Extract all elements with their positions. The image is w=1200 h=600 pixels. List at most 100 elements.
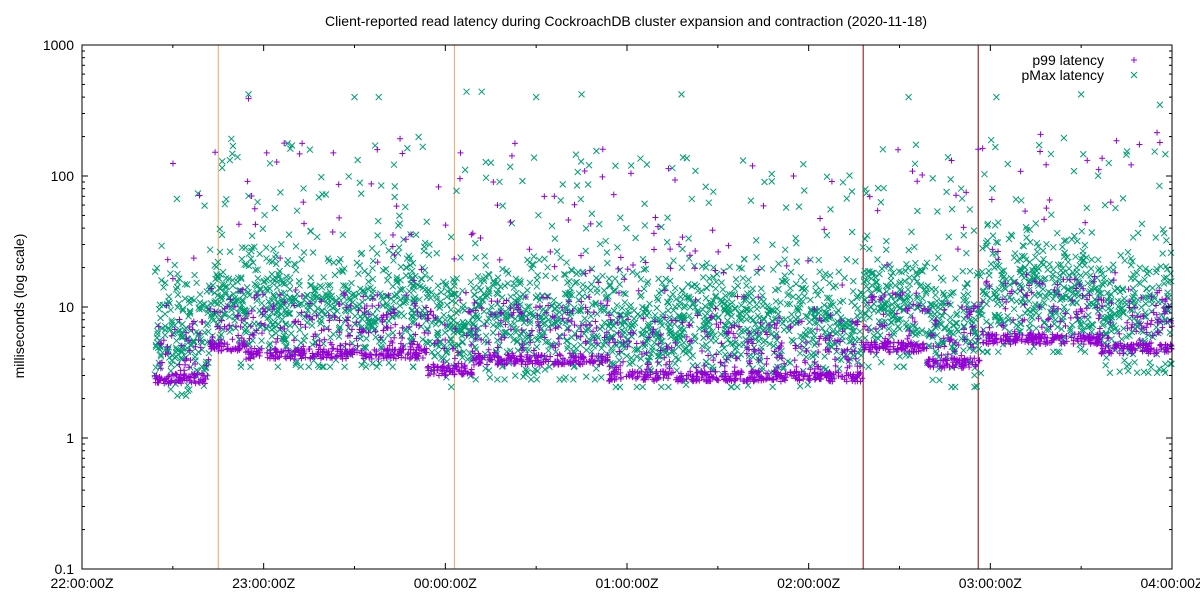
pmax-point bbox=[302, 293, 309, 300]
pmax-point bbox=[331, 303, 339, 311]
pmax-point bbox=[365, 278, 372, 286]
pmax-point bbox=[286, 279, 294, 287]
pmax-point bbox=[395, 244, 403, 251]
pmax-point bbox=[324, 281, 332, 289]
pmax-point bbox=[356, 262, 364, 269]
pmax-point bbox=[344, 285, 352, 293]
pmax-point bbox=[277, 240, 285, 248]
pmax-point bbox=[201, 300, 208, 308]
pmax-point bbox=[326, 281, 334, 289]
pmax-point bbox=[271, 204, 279, 212]
pmax-point bbox=[245, 192, 252, 200]
pmax-point bbox=[320, 273, 327, 281]
pmax-point bbox=[311, 286, 319, 294]
pmax-point bbox=[239, 296, 246, 304]
pmax-point bbox=[196, 305, 203, 313]
pmax-point bbox=[301, 332, 309, 340]
pmax-point bbox=[285, 310, 292, 317]
pmax-point bbox=[176, 326, 184, 334]
pmax-point bbox=[229, 276, 236, 284]
pmax-point bbox=[274, 313, 281, 320]
pmax-point bbox=[178, 390, 186, 398]
pmax-point bbox=[340, 282, 347, 289]
pmax-point bbox=[171, 261, 179, 269]
pmax-point bbox=[393, 278, 401, 286]
pmax-point bbox=[283, 260, 291, 268]
pmax-point bbox=[184, 381, 191, 389]
pmax-point bbox=[282, 310, 289, 318]
pmax-point bbox=[207, 300, 215, 307]
pmax-point bbox=[206, 246, 214, 254]
pmax-point bbox=[390, 257, 397, 264]
pmax-point bbox=[373, 250, 381, 257]
pmax-point bbox=[230, 290, 237, 298]
pmax-point bbox=[153, 334, 161, 342]
pmax-point bbox=[196, 299, 204, 306]
pmax-point bbox=[241, 261, 248, 268]
pmax-point bbox=[154, 322, 162, 329]
pmax-point bbox=[275, 270, 282, 278]
pmax-point bbox=[296, 300, 304, 308]
pmax-point bbox=[379, 295, 386, 303]
pmax-point bbox=[229, 282, 237, 290]
pmax-point bbox=[248, 232, 256, 240]
pmax-point bbox=[201, 329, 209, 336]
pmax-point bbox=[202, 364, 209, 372]
pmax-point bbox=[351, 312, 359, 320]
pmax-point bbox=[254, 198, 261, 206]
pmax-point bbox=[412, 231, 420, 239]
pmax-point bbox=[237, 363, 245, 371]
pmax-point bbox=[326, 363, 334, 371]
pmax-point bbox=[181, 295, 189, 302]
pmax-point bbox=[359, 298, 366, 306]
pmax-point bbox=[238, 244, 246, 251]
pmax-point bbox=[325, 300, 332, 308]
pmax-point bbox=[184, 387, 192, 394]
pmax-point bbox=[284, 139, 292, 147]
pmax-point bbox=[300, 185, 307, 192]
pmax-point bbox=[329, 330, 337, 338]
pmax-point bbox=[410, 313, 418, 321]
pmax-point bbox=[191, 271, 198, 279]
pmax-point bbox=[245, 250, 253, 258]
pmax-point bbox=[247, 363, 254, 371]
pmax-point bbox=[234, 153, 241, 161]
pmax-point bbox=[341, 307, 349, 314]
pmax-point bbox=[158, 277, 165, 284]
pmax-point bbox=[203, 321, 210, 329]
pmax-point bbox=[385, 271, 393, 279]
chart-title: Client-reported read latency during Cock… bbox=[325, 13, 927, 29]
pmax-point bbox=[407, 332, 415, 340]
pmax-point bbox=[392, 312, 400, 319]
pmax-point bbox=[173, 195, 181, 203]
pmax-point bbox=[173, 392, 181, 400]
pmax-point bbox=[221, 283, 229, 291]
pmax-point bbox=[402, 272, 410, 279]
pmax-point bbox=[370, 317, 378, 325]
pmax-point bbox=[161, 310, 169, 318]
pmax-point bbox=[287, 298, 295, 306]
pmax-point bbox=[196, 291, 204, 298]
pmax-point bbox=[304, 307, 312, 314]
pmax-point bbox=[261, 277, 268, 285]
pmax-point bbox=[275, 292, 283, 299]
pmax-point bbox=[364, 307, 371, 315]
pmax-point bbox=[222, 195, 230, 203]
pmax-point bbox=[186, 307, 194, 315]
pmax-point bbox=[305, 363, 313, 371]
pmax-point bbox=[396, 296, 404, 304]
pmax-point bbox=[238, 255, 246, 263]
pmax-point bbox=[168, 319, 176, 326]
pmax-point bbox=[190, 296, 198, 304]
pmax-point bbox=[416, 282, 424, 290]
pmax-point bbox=[166, 326, 174, 333]
pmax-point bbox=[389, 250, 397, 258]
pmax-point bbox=[319, 363, 326, 371]
pmax-point bbox=[408, 267, 416, 275]
pmax-point bbox=[324, 255, 332, 263]
pmax-point bbox=[228, 150, 236, 158]
pmax-point bbox=[221, 200, 229, 208]
pmax-point bbox=[333, 307, 341, 315]
pmax-point bbox=[251, 243, 258, 251]
pmax-point bbox=[266, 313, 274, 321]
